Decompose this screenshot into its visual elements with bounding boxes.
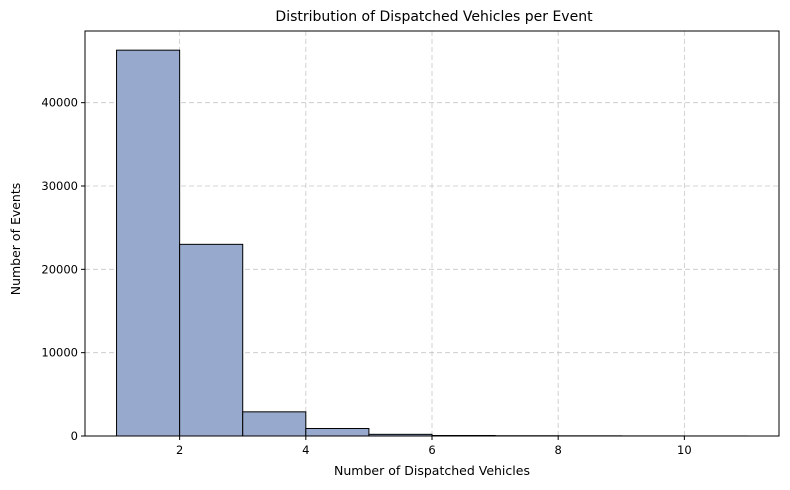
y-tick-label: 30000 [41,179,78,193]
y-tick-label: 0 [71,429,78,443]
x-tick-label: 10 [677,443,692,457]
y-axis-label: Number of Events [8,183,23,296]
histogram-bar [116,49,181,437]
x-axis-label: Number of Dispatched Vehicles [334,463,530,478]
y-tick-label: 40000 [41,96,78,110]
x-tick-label: 8 [555,443,562,457]
axes: 2 4 6 8 10 0 10000 20000 30000 40000 [41,30,780,457]
histogram-bar [179,243,244,437]
x-tick-label: 6 [428,443,435,457]
y-tick-label: 10000 [41,346,78,360]
x-tick-label: 2 [176,443,183,457]
chart-title: Distribution of Dispatched Vehicles per … [275,9,593,25]
x-tick-label: 4 [302,443,309,457]
histogram-bar [305,428,370,437]
y-tick-label: 20000 [41,262,78,276]
histogram-bar [242,411,307,437]
